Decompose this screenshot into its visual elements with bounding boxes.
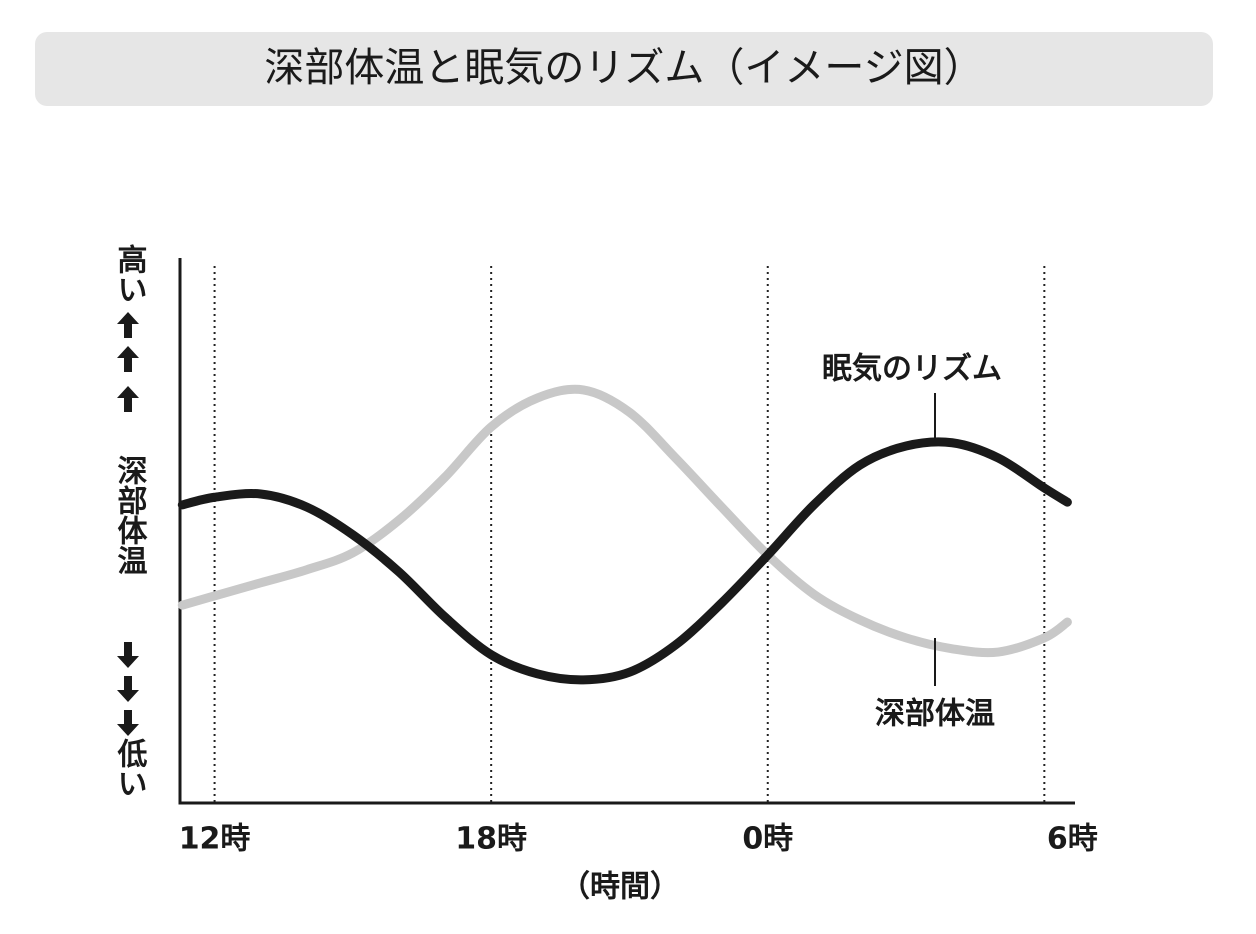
series-line (177, 437, 1072, 685)
down-arrow (117, 676, 139, 702)
down-arrow (117, 642, 139, 668)
series-label: 眠気のリズム (822, 352, 1002, 387)
y-axis-label: 深部体温 (112, 455, 148, 575)
y-high-label: 高い (112, 244, 147, 304)
up-arrow (117, 312, 139, 338)
y-low-label: 低い (112, 738, 149, 798)
x-tick-label: 12時 (179, 822, 251, 857)
up-arrow (117, 346, 139, 372)
title-box (35, 32, 1213, 106)
chart-title: 深部体温と眠気のリズム（イメージ図） (264, 45, 983, 91)
series-label: 深部体温 (875, 697, 995, 732)
x-tick-label: 0時 (742, 822, 793, 857)
x-axis-label: （時間） (560, 870, 680, 905)
down-arrow (117, 710, 139, 736)
up-arrow (117, 386, 139, 412)
arrows (117, 312, 139, 736)
x-tick-label: 6時 (1047, 822, 1098, 857)
x-tick-label: 18時 (455, 822, 527, 857)
